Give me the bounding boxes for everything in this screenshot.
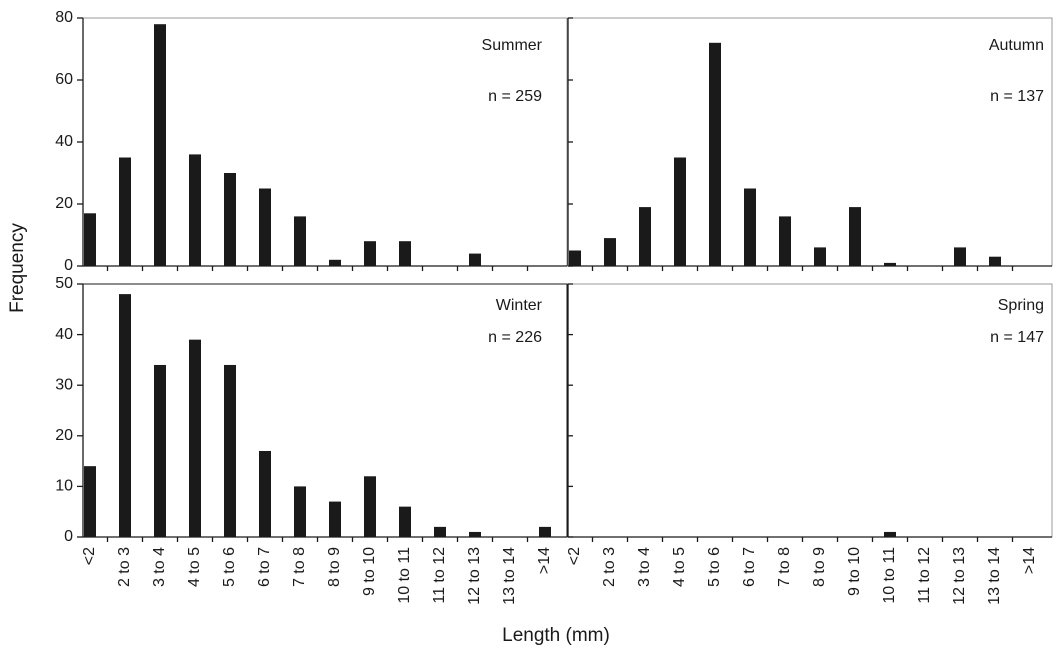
y-tick-label: 0: [64, 257, 73, 274]
bar: [189, 154, 201, 266]
x-tick-label: 3 to 4: [636, 547, 653, 587]
y-tick-label: 20: [55, 195, 73, 212]
x-tick-label: 13 to 14: [986, 547, 1003, 605]
bar: [989, 256, 1001, 266]
y-tick-label: 60: [55, 71, 73, 88]
x-tick-label: 5 to 6: [706, 547, 723, 587]
panel-title: Summer: [482, 37, 543, 54]
bar: [674, 157, 686, 266]
y-tick-label: 50: [55, 275, 73, 292]
bar: [154, 24, 166, 267]
bar: [294, 216, 306, 266]
x-tick-label: 6 to 7: [741, 547, 758, 587]
x-tick-label: 10 to 11: [881, 547, 898, 604]
panel-title: Spring: [998, 297, 1044, 314]
bar: [604, 238, 616, 266]
bar: [539, 526, 551, 537]
panel-title: Autumn: [989, 37, 1044, 54]
y-tick-label: 40: [55, 133, 73, 150]
panel-annotation: n = 226: [488, 329, 542, 346]
bar: [779, 216, 791, 266]
x-tick-label: 4 to 5: [671, 547, 688, 587]
x-tick-label: 11 to 12: [916, 547, 933, 604]
bar: [329, 259, 341, 266]
x-tick-label: 11 to 12: [431, 547, 448, 604]
bar: [814, 247, 826, 266]
x-tick-label: >14: [1021, 547, 1038, 574]
panel-annotation: n = 137: [990, 88, 1044, 105]
y-tick-label: 0: [64, 528, 73, 545]
x-tick-label: 7 to 8: [776, 547, 793, 587]
x-axis-label: Length (mm): [502, 625, 610, 646]
x-tick-label: >14: [536, 547, 553, 574]
bar: [154, 364, 166, 537]
x-tick-label: 13 to 14: [501, 547, 518, 605]
x-tick-label: 2 to 3: [116, 547, 133, 587]
y-tick-label: 80: [55, 9, 73, 26]
bar: [224, 364, 236, 537]
x-tick-label: 4 to 5: [186, 547, 203, 587]
panel-annotation: n = 259: [488, 88, 542, 105]
x-tick-label: 5 to 6: [221, 547, 238, 587]
bar: [639, 207, 651, 266]
bar: [259, 188, 271, 266]
y-tick-label: 30: [55, 376, 73, 393]
x-tick-label: 12 to 13: [466, 547, 483, 605]
panel-frame: [567, 283, 1053, 538]
x-tick-label: 2 to 3: [601, 547, 618, 587]
bar: [434, 526, 446, 537]
bar: [469, 253, 481, 266]
x-tick-label: 3 to 4: [151, 547, 168, 587]
x-tick-label: 7 to 8: [291, 547, 308, 587]
y-axis-label: Frequency: [7, 223, 28, 313]
bar: [399, 241, 411, 266]
bar: [84, 213, 96, 266]
x-tick-label: 9 to 10: [361, 547, 378, 596]
bar: [294, 486, 306, 537]
y-tick-label: 10: [55, 478, 73, 495]
panel-annotation: n = 147: [990, 329, 1044, 346]
bar: [569, 250, 581, 266]
bar: [849, 207, 861, 266]
bar: [329, 501, 341, 537]
y-tick-label: 40: [55, 326, 73, 343]
x-tick-label: 12 to 13: [951, 547, 968, 605]
x-tick-label: 8 to 9: [811, 547, 828, 587]
bar: [954, 247, 966, 266]
bar: [364, 241, 376, 266]
bar: [469, 531, 481, 537]
x-tick-label: 9 to 10: [846, 547, 863, 596]
x-tick-label: 10 to 11: [396, 547, 413, 604]
bar: [364, 476, 376, 537]
panel-title: Winter: [496, 297, 543, 314]
x-tick-label: 8 to 9: [326, 547, 343, 587]
x-tick-label: <2: [81, 547, 98, 565]
bar: [119, 157, 131, 266]
x-tick-label: <2: [566, 547, 583, 565]
bar: [189, 339, 201, 537]
bar: [399, 506, 411, 537]
bar: [884, 262, 896, 266]
y-tick-label: 20: [55, 427, 73, 444]
bar: [84, 466, 96, 537]
bar: [119, 294, 131, 537]
bar: [744, 188, 756, 266]
bar: [259, 450, 271, 537]
bar: [884, 531, 896, 537]
bar: [709, 42, 721, 266]
bar: [224, 173, 236, 266]
x-tick-label: 6 to 7: [256, 547, 273, 587]
